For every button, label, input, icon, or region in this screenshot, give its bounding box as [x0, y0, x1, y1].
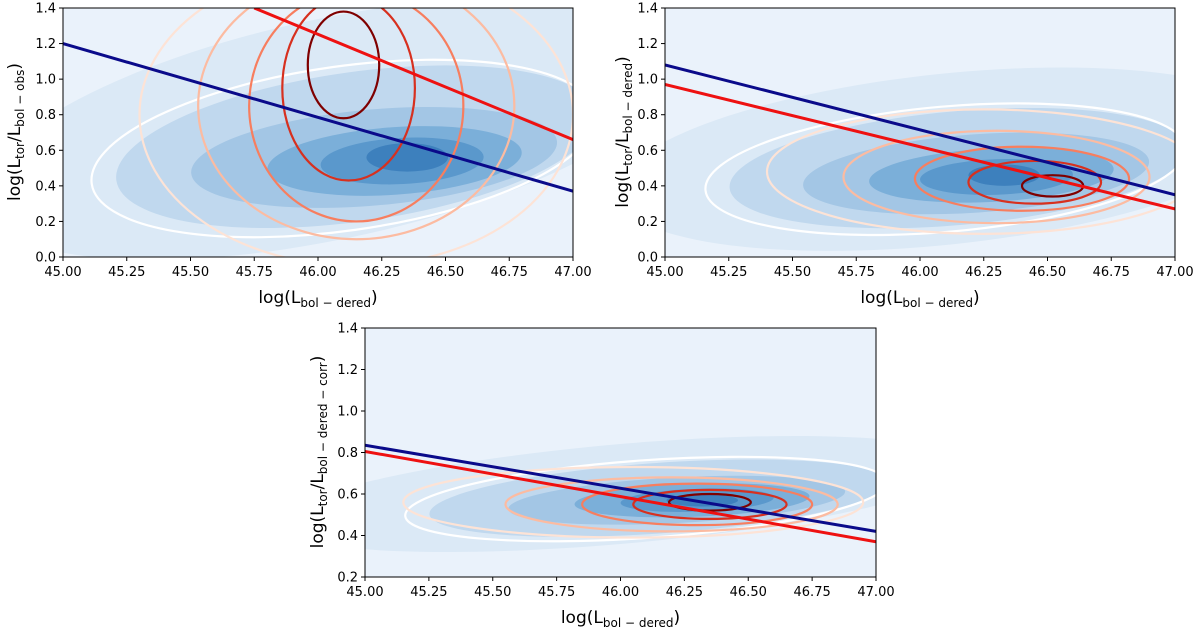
x-tick-label: 45.00 [44, 265, 81, 280]
x-tick-label: 46.25 [666, 585, 703, 600]
x-tick-label: 45.50 [774, 265, 811, 280]
x-tick-label: 45.00 [346, 585, 383, 600]
red-contour-level-2 [197, 8, 516, 241]
y-tick-label: 0.0 [637, 251, 658, 266]
x-axis-label: log(Lbol − dered) [561, 608, 680, 630]
y-tick-label: 0.4 [35, 179, 56, 194]
y-tick-label: 0.2 [337, 571, 358, 586]
red-contour-level-5 [306, 10, 381, 120]
y-tick-label: 0.2 [35, 215, 56, 230]
red-contour-level-5 [667, 492, 752, 512]
red-contour-level-4 [967, 159, 1103, 205]
y-axis-label: log(Ltor/Lbol − obs) [5, 63, 27, 201]
x-tick-label: 45.50 [474, 585, 511, 600]
red-contour-level-1 [765, 108, 1175, 235]
red-contour-level-4 [632, 488, 788, 521]
y-tick-label: 1.2 [337, 363, 358, 378]
y-tick-label: 1.4 [637, 2, 658, 17]
y-tick-label: 0.2 [637, 215, 658, 230]
x-tick-label: 46.50 [730, 585, 767, 600]
red-contour-level-2 [504, 476, 839, 533]
blue-density-level-6 [666, 494, 739, 507]
red-contour-level-3 [248, 8, 465, 223]
plot-area [365, 435, 876, 553]
x-tick-label: 45.25 [108, 265, 145, 280]
white-contour [90, 58, 573, 239]
y-axis-label: log(Ltor/Lbol − dered) [613, 56, 635, 208]
blue-fit-line [63, 42, 573, 193]
panel-bottom-center: 45.00 45.25 45.50 45.75 46.00 46.25 46.50 46.75… [308, 322, 895, 630]
x-tick-label: 45.00 [646, 265, 683, 280]
y-tick-label: 0.0 [35, 251, 56, 266]
y-tick-label: 1.4 [337, 322, 358, 337]
x-tick-label: 46.75 [794, 585, 831, 600]
x-tick-label: 46.25 [965, 265, 1002, 280]
panel-top-left: 45.00 45.25 45.50 45.75 46.00 46.25 46.50 46.75… [5, 2, 592, 311]
plot-area [63, 8, 573, 257]
red-contour-level-1 [138, 8, 573, 257]
red-contour-level-3 [913, 145, 1131, 212]
x-axis-label: log(Lbol − dered) [258, 288, 377, 310]
y-tick-label: 1.2 [637, 37, 658, 52]
y-tick-label: 1.2 [35, 37, 56, 52]
blue-density-level-6 [968, 164, 1040, 186]
x-tick-label: 45.75 [236, 265, 273, 280]
plot-area [665, 63, 1175, 251]
y-axis-label: log(Ltor/Lbol − dered − corr) [308, 356, 330, 549]
blue-density-level-6 [366, 143, 449, 172]
x-tick-label: 46.25 [363, 265, 400, 280]
x-tick-label: 46.50 [1029, 265, 1066, 280]
x-tick-label: 47.00 [554, 265, 591, 280]
red-contour-level-1 [402, 465, 865, 539]
y-tick-label: 0.8 [35, 108, 56, 123]
y-tick-label: 0.4 [337, 529, 358, 544]
x-tick-label: 45.25 [410, 585, 447, 600]
x-tick-label: 47.00 [857, 585, 894, 600]
x-tick-label: 46.75 [1093, 265, 1130, 280]
y-tick-label: 0.6 [637, 144, 658, 159]
y-tick-label: 0.6 [35, 144, 56, 159]
x-tick-label: 47.00 [1156, 265, 1193, 280]
y-tick-label: 0.6 [337, 488, 358, 503]
red-fit-line [253, 8, 573, 142]
y-tick-label: 1.0 [637, 73, 658, 88]
y-tick-label: 0.8 [637, 108, 658, 123]
x-tick-label: 45.50 [172, 265, 209, 280]
y-tick-label: 1.0 [337, 405, 358, 420]
x-tick-label: 45.75 [538, 585, 575, 600]
x-tick-label: 46.00 [602, 585, 639, 600]
x-axis-label: log(Lbol − dered) [860, 288, 979, 310]
x-tick-label: 46.50 [427, 265, 464, 280]
x-tick-label: 46.00 [901, 265, 938, 280]
y-tick-label: 0.4 [637, 179, 658, 194]
x-tick-label: 45.25 [710, 265, 747, 280]
panel-top-right: 45.00 45.25 45.50 45.75 46.00 46.25 46.50 46.75… [613, 2, 1194, 311]
x-tick-label: 45.75 [838, 265, 875, 280]
x-tick-label: 46.00 [299, 265, 336, 280]
red-contour-level-4 [281, 8, 416, 182]
red-fit-line [665, 83, 1175, 211]
y-tick-label: 0.8 [337, 446, 358, 461]
red-contour-level-3 [581, 482, 814, 527]
x-tick-label: 46.75 [491, 265, 528, 280]
y-tick-label: 1.4 [35, 2, 56, 17]
red-fit-line [365, 449, 876, 544]
blue-fit-line [365, 443, 876, 533]
blue-fit-line [665, 63, 1175, 197]
y-tick-label: 1.0 [35, 73, 56, 88]
white-contour [704, 102, 1175, 237]
red-contour-level-2 [842, 129, 1151, 225]
